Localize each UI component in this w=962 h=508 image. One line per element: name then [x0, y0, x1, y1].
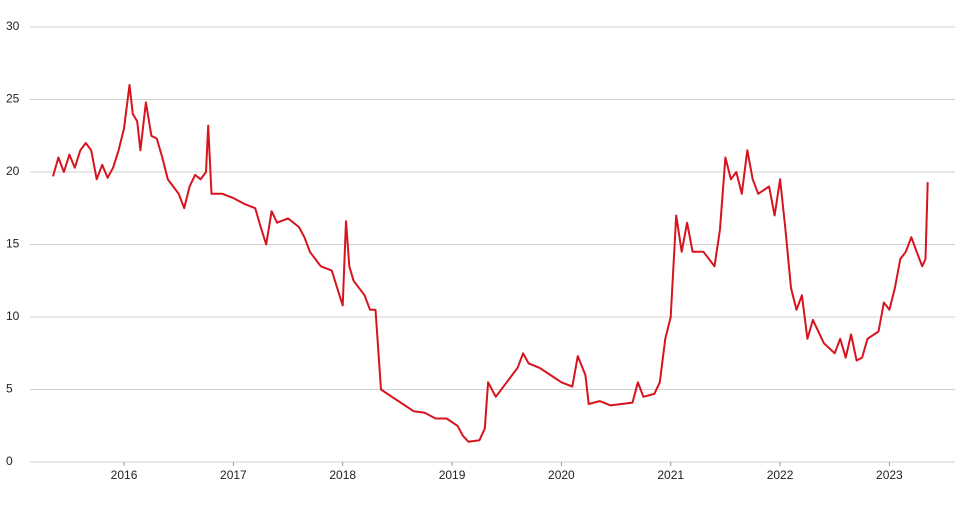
y-tick-label: 5	[6, 382, 13, 396]
x-tick-label: 2018	[329, 468, 356, 482]
y-tick-label: 30	[6, 19, 20, 33]
x-tick-label: 2021	[657, 468, 684, 482]
x-tick-label: 2022	[767, 468, 794, 482]
x-tick-label: 2016	[111, 468, 138, 482]
x-tick-label: 2019	[439, 468, 466, 482]
y-tick-label: 10	[6, 309, 20, 323]
line	[52, 84, 929, 443]
x-tick-label: 2023	[876, 468, 903, 482]
x-tick-label: 2020	[548, 468, 575, 482]
y-tick-label: 20	[6, 164, 20, 178]
x-tick-label: 2017	[220, 468, 247, 482]
y-tick-label: 15	[6, 237, 20, 251]
y-tick-label: 0	[6, 454, 13, 468]
y-tick-label: 25	[6, 92, 20, 106]
